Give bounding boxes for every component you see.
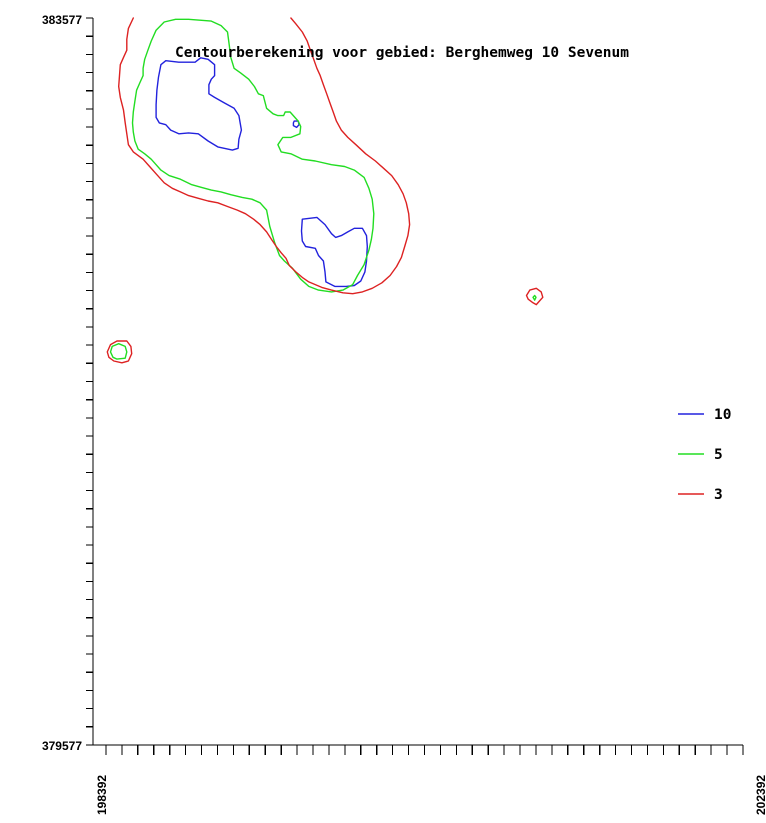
contour-3-1 xyxy=(106,340,133,364)
legend-label-3: 3 xyxy=(714,487,723,503)
legend: 10 5 3 xyxy=(678,407,731,503)
contour-3-2 xyxy=(525,287,544,306)
contour-3-0 xyxy=(117,17,411,295)
contour-5-1 xyxy=(109,343,128,360)
contour-5-2 xyxy=(532,294,537,301)
contours-layer xyxy=(106,17,544,364)
contour-5-0 xyxy=(131,18,375,293)
y-ticks xyxy=(86,17,93,746)
legend-label-10: 10 xyxy=(714,407,731,423)
y-tick-label-min: 379577 xyxy=(42,739,82,753)
contour-10-2 xyxy=(300,216,368,288)
y-tick-label-max: 383577 xyxy=(42,13,82,27)
x-tick-label-max: 202392 xyxy=(754,775,766,815)
chart-title: Centourberekening voor gebied: Berghemwe… xyxy=(175,45,629,61)
contour-10-0 xyxy=(155,57,243,151)
x-ticks xyxy=(105,745,744,755)
legend-label-5: 5 xyxy=(714,447,723,463)
x-tick-label-min: 198392 xyxy=(95,775,109,815)
